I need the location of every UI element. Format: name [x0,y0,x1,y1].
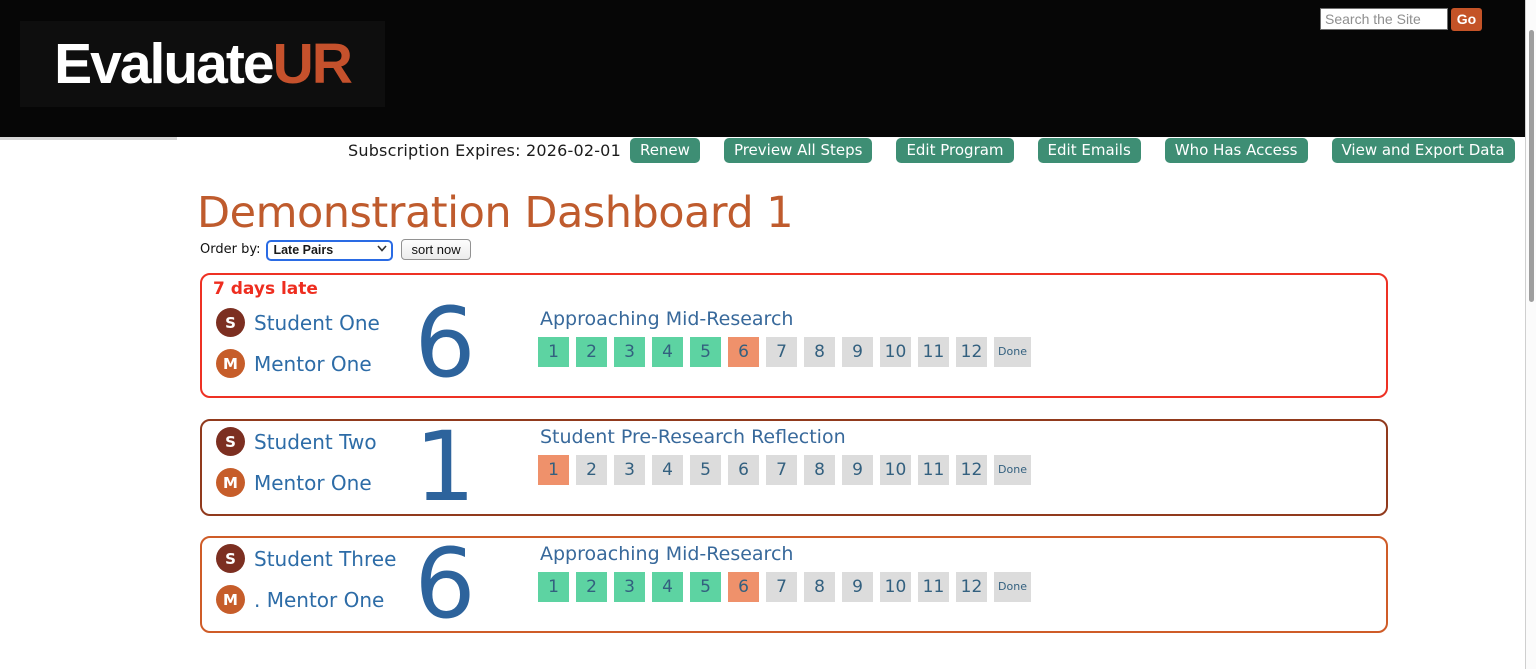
order-by-select[interactable]: Late Pairs [266,239,394,261]
mentor-avatar: M [216,349,245,378]
order-by-row: Order by: Late Pairs sort now [200,239,471,261]
evaluateur-logo[interactable]: Evaluate UR [20,21,385,107]
mentor-row: M Mentor One [216,349,372,378]
student-avatar: S [216,544,245,573]
step-box-1[interactable]: 1 [538,572,569,602]
step-box-6[interactable]: 6 [728,337,759,367]
page-title: Demonstration Dashboard 1 [197,188,794,238]
subscription-bar: Subscription Expires: 2026-02-01 Renew P… [348,137,1515,163]
step-box-12[interactable]: 12 [956,455,987,485]
edit-emails-button[interactable]: Edit Emails [1037,137,1141,163]
student-name[interactable]: Student One [254,310,380,335]
order-by-label: Order by: [200,242,261,258]
subscription-expires-text: Subscription Expires: 2026-02-01 [348,140,621,160]
student-name[interactable]: Student Two [254,429,377,454]
pair-card: S Student Two M Mentor One 1 Student Pre… [200,419,1388,516]
student-row: S Student Two [216,427,377,456]
step-box-8[interactable]: 8 [804,572,835,602]
steps-block: Approaching Mid-Research 1 2 3 4 5 6 7 8 9 10 11 12… [538,308,1031,367]
step-box-9[interactable]: 9 [842,572,873,602]
step-box-3[interactable]: 3 [614,455,645,485]
logo-text-ur: UR [272,32,353,96]
current-step-title: Approaching Mid-Research [540,543,794,565]
step-box-3[interactable]: 3 [614,337,645,367]
step-box-8[interactable]: 8 [804,455,835,485]
step-box-done[interactable]: Done [994,572,1031,602]
step-box-done[interactable]: Done [994,337,1031,367]
mentor-name[interactable]: . Mentor One [254,587,385,612]
student-row: S Student One [216,308,380,337]
mentor-name[interactable]: Mentor One [254,470,372,495]
late-badge: 7 days late [213,279,318,299]
steps-block: Approaching Mid-Research 1 2 3 4 5 6 7 8 9 10 11 12… [538,543,1031,602]
steps-row: 1 2 3 4 5 6 7 8 9 10 11 12 Done [538,572,1031,602]
step-box-9[interactable]: 9 [842,337,873,367]
step-box-11[interactable]: 11 [918,455,949,485]
step-box-3[interactable]: 3 [614,572,645,602]
sort-now-button[interactable]: sort now [401,239,471,261]
step-box-2[interactable]: 2 [576,455,607,485]
site-search-input[interactable] [1320,8,1448,30]
mentor-avatar: M [216,468,245,497]
mentor-row: M . Mentor One [216,585,384,614]
step-box-6[interactable]: 6 [728,572,759,602]
step-box-10[interactable]: 10 [880,572,911,602]
current-step-number: 6 [414,287,476,399]
step-box-12[interactable]: 12 [956,337,987,367]
scrollbar-thumb[interactable] [1529,30,1534,302]
student-avatar: S [216,308,245,337]
search-go-button[interactable]: Go [1451,8,1482,31]
step-box-8[interactable]: 8 [804,337,835,367]
renew-button[interactable]: Renew [629,137,700,163]
step-box-5[interactable]: 5 [690,337,721,367]
pair-card: 7 days late S Student One M Mentor One 6… [200,273,1388,398]
pair-card: S Student Three M . Mentor One 6 Approac… [200,536,1388,633]
student-name[interactable]: Student Three [254,546,397,571]
step-box-7[interactable]: 7 [766,337,797,367]
step-box-9[interactable]: 9 [842,455,873,485]
step-box-10[interactable]: 10 [880,455,911,485]
step-box-2[interactable]: 2 [576,572,607,602]
step-box-6[interactable]: 6 [728,455,759,485]
logo-text-evaluate: Evaluate [54,32,274,96]
who-has-access-button[interactable]: Who Has Access [1164,137,1308,163]
step-box-7[interactable]: 7 [766,455,797,485]
step-box-4[interactable]: 4 [652,337,683,367]
view-export-data-button[interactable]: View and Export Data [1331,137,1515,163]
step-box-11[interactable]: 11 [918,572,949,602]
preview-all-steps-button[interactable]: Preview All Steps [723,137,873,163]
current-step-number: 6 [414,528,476,640]
step-box-2[interactable]: 2 [576,337,607,367]
step-box-12[interactable]: 12 [956,572,987,602]
mentor-row: M Mentor One [216,468,372,497]
mentor-name[interactable]: Mentor One [254,351,372,376]
step-box-4[interactable]: 4 [652,572,683,602]
current-step-number: 1 [414,411,476,523]
steps-row: 1 2 3 4 5 6 7 8 9 10 11 12 Done [538,337,1031,367]
step-box-10[interactable]: 10 [880,337,911,367]
step-box-1[interactable]: 1 [538,455,569,485]
current-step-title: Student Pre-Research Reflection [540,426,846,448]
step-box-5[interactable]: 5 [690,572,721,602]
step-box-11[interactable]: 11 [918,337,949,367]
step-box-done[interactable]: Done [994,455,1031,485]
step-box-5[interactable]: 5 [690,455,721,485]
mentor-avatar: M [216,585,245,614]
current-step-title: Approaching Mid-Research [540,308,794,330]
step-box-4[interactable]: 4 [652,455,683,485]
scrollbar-track[interactable] [1525,0,1536,669]
student-row: S Student Three [216,544,396,573]
header-understrip [0,137,177,140]
student-avatar: S [216,427,245,456]
edit-program-button[interactable]: Edit Program [896,137,1014,163]
steps-row: 1 2 3 4 5 6 7 8 9 10 11 12 Done [538,455,1031,485]
step-box-1[interactable]: 1 [538,337,569,367]
step-box-7[interactable]: 7 [766,572,797,602]
